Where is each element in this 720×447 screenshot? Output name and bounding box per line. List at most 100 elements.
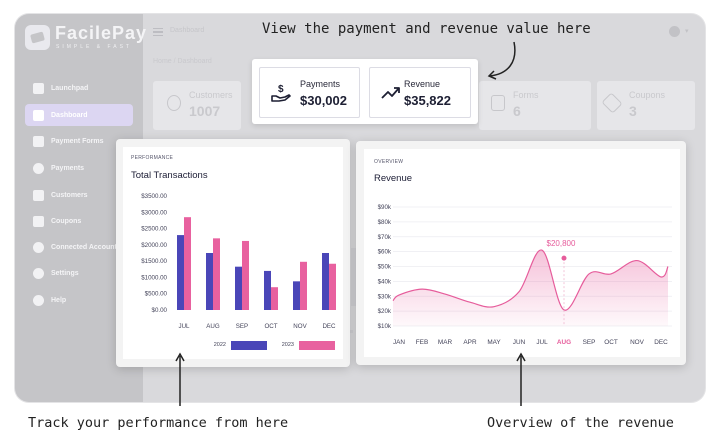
payments-card[interactable]: $ Payments $30,002 [259,67,360,118]
bar-2022-sep [235,266,242,310]
customers-card[interactable]: Customers 1007 [153,81,241,130]
x-tick-label: OCT [604,339,618,346]
revenue-value: $35,822 [404,93,451,108]
x-tick-label: NOV [293,323,307,330]
revenue-area [393,249,668,326]
x-tick-label: APR [463,339,477,346]
y-tick-label: $1000.00 [141,274,167,281]
document-icon [491,95,505,111]
revenue-highlight: OVERVIEW Revenue $90k $80k $70k $60k $50k $40… [356,141,686,365]
y-tick-label: $2000.00 [141,242,167,249]
sidebar-item-customers[interactable]: Customers [25,184,133,206]
x-tick-label: SEP [583,339,596,346]
coupons-label: Coupons [629,90,666,100]
annotation-bottom-right: Overview of the revenue [487,415,674,431]
bar-2022-jul [177,235,184,310]
legend-label-2022: 2022 [214,342,226,348]
brand[interactable]: FacilePay SIMPLE & FAST [25,23,148,57]
customers-label: Customers [189,90,233,100]
hamburger-menu-icon[interactable] [153,28,163,36]
y-tick-label: $30k [378,293,392,300]
y-tick-label: $80k [378,219,392,226]
y-tick-label: $40k [378,278,392,285]
highlight-point [561,255,567,261]
forms-value: 6 [513,103,521,119]
revenue-card[interactable]: Revenue $35,822 [369,67,471,118]
revenue-line [392,249,669,311]
payments-value: $30,002 [300,93,347,108]
revenue-overview-card: OVERVIEW Revenue $90k $80k $70k $60k $50k $40… [364,149,680,357]
x-tick-label: JAN [393,339,405,346]
dollar-icon [33,162,44,174]
forms-label: Forms [513,90,539,100]
legend-label-2023: 2023 [282,342,294,348]
bar-2023-jul [184,217,191,310]
sidebar-item-label: Payment Forms [51,137,104,145]
rocket-icon [33,82,44,94]
user-avatar-icon[interactable] [669,26,680,37]
revenue-chart-title: Revenue [374,173,413,184]
x-tick-label: AUG [206,323,220,330]
bar-2023-dec [329,263,336,310]
sidebar-item-payments[interactable]: Payments [25,157,133,179]
performance-kicker: PERFORMANCE [131,155,174,161]
legend-swatch-2023 [299,341,335,350]
y-tick-label: $90k [378,204,392,211]
sidebar-item-payment-forms[interactable]: Payment Forms [25,130,133,152]
bar-2022-dec [322,253,329,310]
sidebar-item-launchpad[interactable]: Launchpad [25,77,133,99]
performance-highlight: PERFORMANCE Total Transactions $3500.00 $… [116,139,350,367]
y-tick-label: $500.00 [145,291,168,298]
bar-2023-aug [213,238,220,310]
chevron-down-icon[interactable]: ▾ [685,28,689,35]
sidebar-item-dashboard[interactable]: Dashboard [25,104,133,126]
y-tick-label: $0.00 [152,307,168,314]
y-tick-label: $3000.00 [141,209,167,216]
y-tick-label: $10k [378,323,392,330]
bar-2022-aug [206,253,213,310]
x-tick-label: SEP [236,323,248,330]
performance-title: Total Transactions [131,170,208,181]
coupons-card[interactable]: Coupons 3 [597,81,695,130]
gear-icon [33,267,44,279]
sidebar-item-coupons[interactable]: Coupons [25,210,133,232]
breadcrumb: Home / Dashboard [153,58,212,65]
brand-tagline: SIMPLE & FAST [56,44,132,50]
sidebar-item-help[interactable]: Help [25,289,133,311]
x-tick-label: FEB [416,339,428,346]
x-tick-label: DEC [322,323,336,330]
y-tick-label: $50k [378,264,392,271]
x-tick-label: OCT [264,323,277,330]
help-icon [33,294,44,306]
sidebar-item-label: Dashboard [51,111,88,119]
topbar-title: Dashboard [170,27,205,34]
y-tick-label: $1500.00 [141,258,167,265]
customers-value: 1007 [189,103,221,119]
sidebar-item-label: Payments [51,164,85,172]
sidebar-item-label: Customers [51,191,88,199]
y-tick-label: $3500.00 [141,193,167,200]
hand-coin-icon: $ [271,84,291,102]
sidebar-item-label: Settings [51,269,79,277]
tag-icon [601,92,623,114]
sidebar-item-settings[interactable]: Settings [25,262,133,284]
background-chart-edge [351,248,356,306]
sidebar-item-connected-accounts[interactable]: Connected Accounts [25,236,133,258]
transactions-bar-chart: $3500.00 $3000.00 $2500.00 $2000.00 $1500.00… [141,193,336,350]
bar-2023-nov [300,261,307,310]
x-tick-label: AUG [557,339,571,346]
y-tick-label: $70k [378,234,392,241]
brand-name: FacilePay [55,23,148,43]
y-tick-label: $20k [378,308,392,315]
bar-2023-oct [271,287,278,310]
revenue-label: Revenue [404,79,441,89]
annotation-bottom-left: Track your performance from here [28,415,289,431]
coupons-value: 3 [629,103,637,119]
forms-card[interactable]: Forms 6 [479,81,591,130]
payments-label: Payments [300,79,341,89]
card-logo-icon [25,25,50,50]
link-icon [33,241,44,253]
tag-icon [33,215,44,227]
sidebar-item-label: Launchpad [51,84,89,92]
trending-up-icon [381,87,400,99]
